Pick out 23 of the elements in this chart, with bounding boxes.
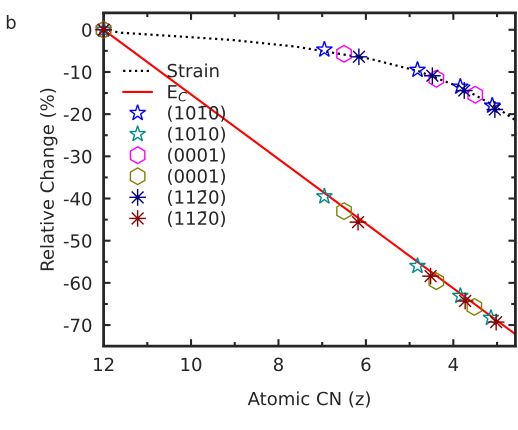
x-tick-label: 6	[361, 358, 371, 372]
legend-label: Strain	[168, 63, 218, 78]
x-axis-title: Atomic CN (z)	[248, 391, 370, 408]
y-tick-label: 0	[82, 23, 92, 37]
legend-label: (112̄0)	[168, 190, 225, 206]
legend-label: (112̄0)	[168, 211, 225, 228]
legend-label: (0001)	[168, 168, 225, 185]
legend-label: (1010)	[168, 126, 225, 143]
legend-label: E$_{C}$	[168, 85, 187, 102]
y-tick-label: -60	[64, 276, 92, 290]
y-tick-label: -20	[64, 108, 92, 122]
y-tick-label: -10	[64, 65, 92, 80]
x-tick-label: 12	[94, 358, 114, 371]
y-axis-title: Relative Change (%)	[40, 88, 58, 270]
x-tick-label: 8	[274, 358, 283, 372]
y-tick-label: -70	[64, 318, 92, 332]
y-tick-label: -30	[64, 150, 92, 164]
legend-label: (0001)	[168, 148, 225, 164]
x-tick-label: 10	[182, 358, 202, 372]
y-tick-label: -40	[64, 192, 92, 206]
text: b	[6, 15, 16, 30]
y-tick-label: -50	[64, 234, 92, 248]
x-tick-label: 4	[448, 358, 458, 371]
